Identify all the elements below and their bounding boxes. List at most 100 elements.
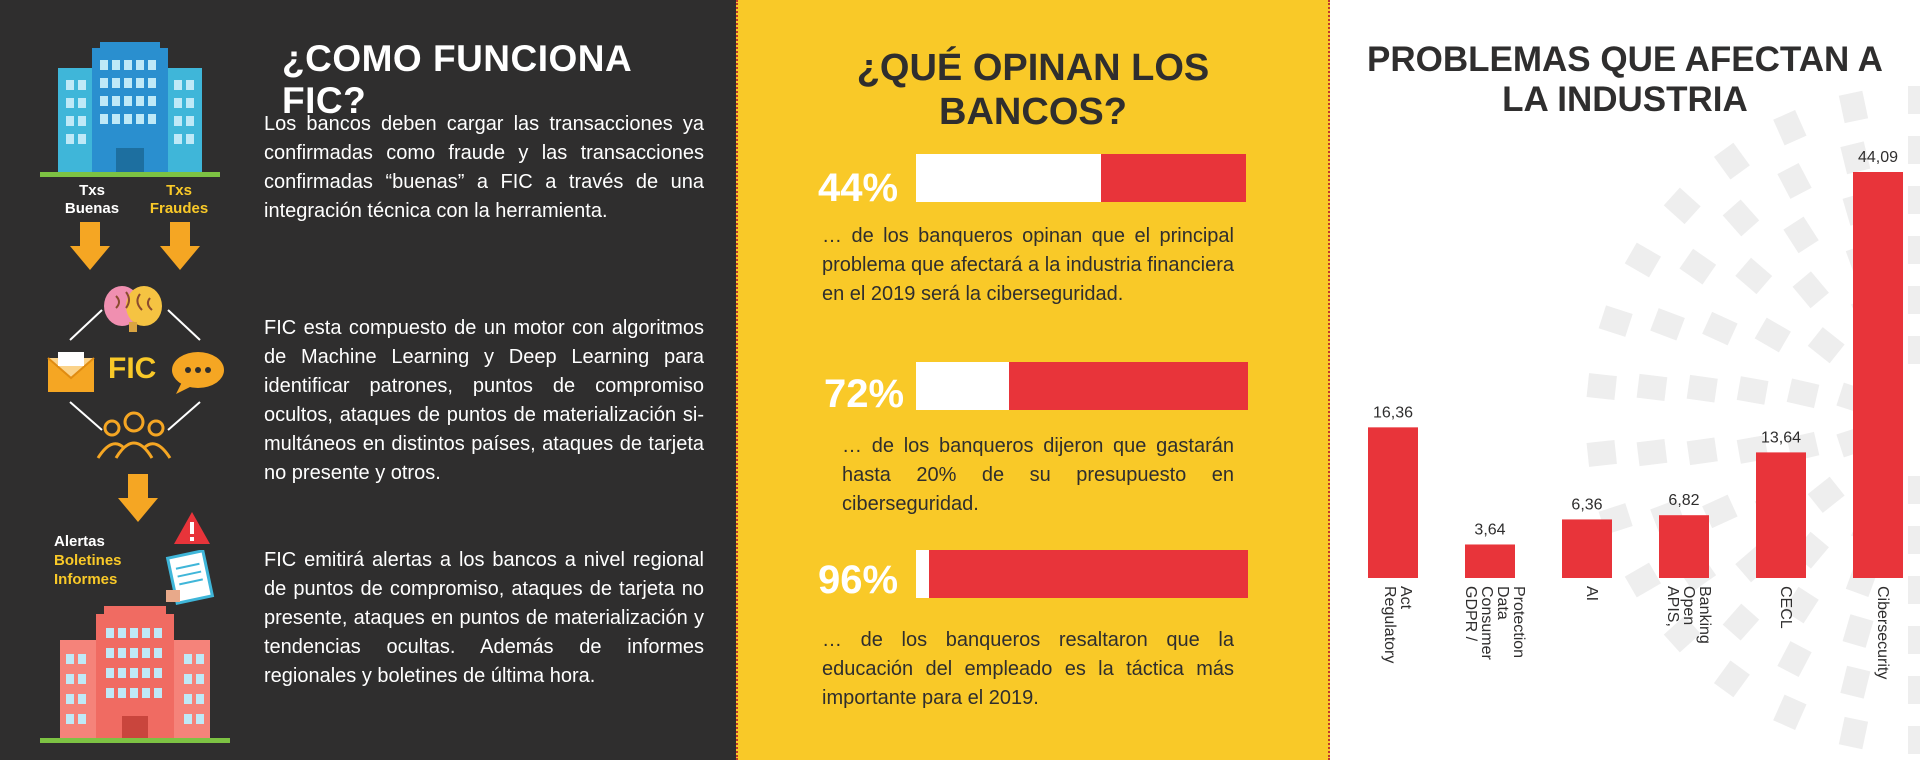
decorative-tile bbox=[1586, 440, 1617, 467]
chart-category-label-line: Protection bbox=[1510, 586, 1527, 658]
chart-category-label-line: Banking bbox=[1696, 586, 1713, 644]
brain-icon bbox=[104, 286, 162, 332]
chart-category-label-line: Open bbox=[1680, 586, 1697, 625]
decorative-tile bbox=[1908, 286, 1920, 314]
chart-category-label-line: Cibersecurity bbox=[1874, 586, 1891, 679]
people-group-icon bbox=[96, 411, 172, 459]
fic-label: FIC bbox=[108, 352, 157, 385]
chart-category-label: Cibersecurity bbox=[1874, 586, 1891, 679]
decorative-tile bbox=[1663, 187, 1701, 225]
decorative-tile bbox=[1908, 186, 1920, 214]
decorative-tile bbox=[1908, 526, 1920, 554]
decorative-tile bbox=[1624, 562, 1661, 598]
how-it-works-paragraph-1: Los bancos deben cargar las transaccione… bbox=[264, 113, 704, 222]
chart-category-label: RegulatoryAct bbox=[1381, 586, 1414, 663]
decorative-tile bbox=[1702, 311, 1738, 346]
txs-good-line-2: Buenas bbox=[64, 200, 120, 217]
decorative-tile bbox=[1636, 438, 1668, 467]
how-it-works-paragraph-3: FIC emitirá alertas a los bancos a nivel… bbox=[264, 549, 704, 687]
decorative-tile bbox=[1807, 476, 1845, 513]
chart-category-label-line: Act bbox=[1397, 586, 1414, 610]
chart-bar bbox=[1368, 427, 1418, 578]
decorative-tile bbox=[1908, 336, 1920, 364]
stat-bar-fill bbox=[1008, 362, 1248, 410]
chart-bar bbox=[1465, 544, 1515, 578]
stat-bar-fill bbox=[1100, 154, 1246, 202]
chat-bubble-icon bbox=[172, 352, 224, 394]
chart-data-label: 16,36 bbox=[1373, 404, 1413, 421]
report-clipboard-icon bbox=[165, 550, 215, 606]
stat-percent: 96% bbox=[818, 558, 899, 602]
decorative-tile bbox=[1586, 373, 1617, 400]
industry-problems-bar-chart: 16,36 RegulatoryAct 3,64 GDPR /ConsumerData… bbox=[1368, 149, 1903, 679]
bulletins-label: Boletines bbox=[54, 552, 122, 569]
decorative-tile bbox=[1713, 142, 1750, 180]
decorative-tile bbox=[1735, 257, 1773, 295]
chart-category-label-line: Regulatory bbox=[1381, 586, 1398, 663]
decorative-tile bbox=[1773, 109, 1807, 146]
industry-problems-title-line-2: LA INDUSTRIA bbox=[1502, 80, 1748, 119]
banks-opinion-title-line-1: ¿QUÉ OPINAN LOS bbox=[856, 47, 1210, 89]
decorative-tile bbox=[1786, 378, 1820, 409]
industry-problems-panel: PROBLEMAS QUE AFECTAN A LA INDUSTRIA 16,… bbox=[1330, 0, 1920, 760]
decorative-tile bbox=[1783, 586, 1819, 624]
stat-description: … de los banqueros opinan que el princip… bbox=[822, 225, 1234, 305]
decorative-tile bbox=[1754, 317, 1791, 353]
txs-good-label: Txs Buenas bbox=[52, 182, 132, 218]
stat-percent: 44% bbox=[818, 166, 899, 210]
decorative-tile bbox=[1908, 86, 1920, 114]
arrow-down-icon bbox=[118, 474, 158, 522]
decorative-tile bbox=[1598, 305, 1633, 337]
chart-data-label: 44,09 bbox=[1858, 149, 1898, 166]
decorative-tile bbox=[1686, 374, 1718, 403]
stat-bar bbox=[916, 550, 1248, 598]
decorative-tile bbox=[1908, 626, 1920, 654]
decorative-tile bbox=[1736, 376, 1769, 405]
decorative-tile bbox=[1722, 199, 1760, 237]
banks-opinion-panel: ¿QUÉ OPINAN LOS BANCOS? 44% … de los ban… bbox=[736, 0, 1330, 760]
txs-fraud-label: Txs Fraudes bbox=[139, 182, 219, 218]
decorative-tile bbox=[1838, 716, 1869, 750]
bank-building-icon bbox=[40, 606, 230, 743]
decorative-tile bbox=[1636, 373, 1668, 402]
alerts-label: Alertas bbox=[54, 533, 105, 550]
chart-category-label: CECL bbox=[1777, 586, 1794, 629]
fic-diagram bbox=[69, 309, 201, 431]
decorative-tile bbox=[1840, 141, 1871, 175]
envelope-icon bbox=[47, 352, 95, 392]
industry-problems-title: PROBLEMAS QUE AFECTAN A LA INDUSTRIA bbox=[1330, 40, 1920, 120]
decorative-tile bbox=[1807, 327, 1845, 364]
how-it-works-panel: ¿COMO FUNCIONA FIC? bbox=[0, 0, 736, 760]
chart-bar bbox=[1659, 515, 1709, 578]
decorative-tile bbox=[1777, 162, 1812, 199]
txs-good-line-1: Txs bbox=[79, 182, 105, 199]
chart-data-label: 3,64 bbox=[1474, 521, 1505, 538]
chart-category-label-line: APIS, bbox=[1664, 586, 1681, 627]
chart-category-label: GDPR /ConsumerDataProtection bbox=[1462, 586, 1527, 660]
decorative-tile bbox=[1713, 660, 1750, 698]
stat-description: … de los banqueros dijeron que gastarán … bbox=[842, 435, 1234, 515]
decorative-tile bbox=[1908, 576, 1920, 604]
chart-data-label: 6,36 bbox=[1571, 496, 1602, 513]
chart-bar bbox=[1562, 519, 1612, 578]
txs-fraud-line-1: Txs bbox=[166, 182, 192, 199]
decorative-tile bbox=[1840, 665, 1871, 699]
stat-description: … de los banqueros resaltaron que la edu… bbox=[822, 629, 1234, 709]
decorative-tile bbox=[1663, 615, 1701, 653]
arrow-down-icon bbox=[70, 222, 110, 270]
arrow-down-icon bbox=[160, 222, 200, 270]
decorative-tile bbox=[1842, 614, 1874, 648]
reports-label: Informes bbox=[54, 571, 118, 588]
chart-category-label-line: CECL bbox=[1777, 586, 1794, 629]
decorative-tile bbox=[1686, 437, 1718, 466]
chart-category-label-line: Data bbox=[1494, 586, 1511, 620]
decorative-tile bbox=[1908, 476, 1920, 504]
chart-category-label: AI bbox=[1583, 586, 1600, 601]
bank-building-icon bbox=[40, 42, 220, 177]
decorative-tile bbox=[1908, 136, 1920, 164]
decorative-tile bbox=[1908, 236, 1920, 264]
stat-bar bbox=[916, 362, 1248, 410]
chart-bar bbox=[1853, 172, 1903, 578]
decorative-tile bbox=[1702, 494, 1738, 529]
how-it-works-paragraph-2: FIC esta compuesto de un motor con algor… bbox=[264, 317, 704, 484]
